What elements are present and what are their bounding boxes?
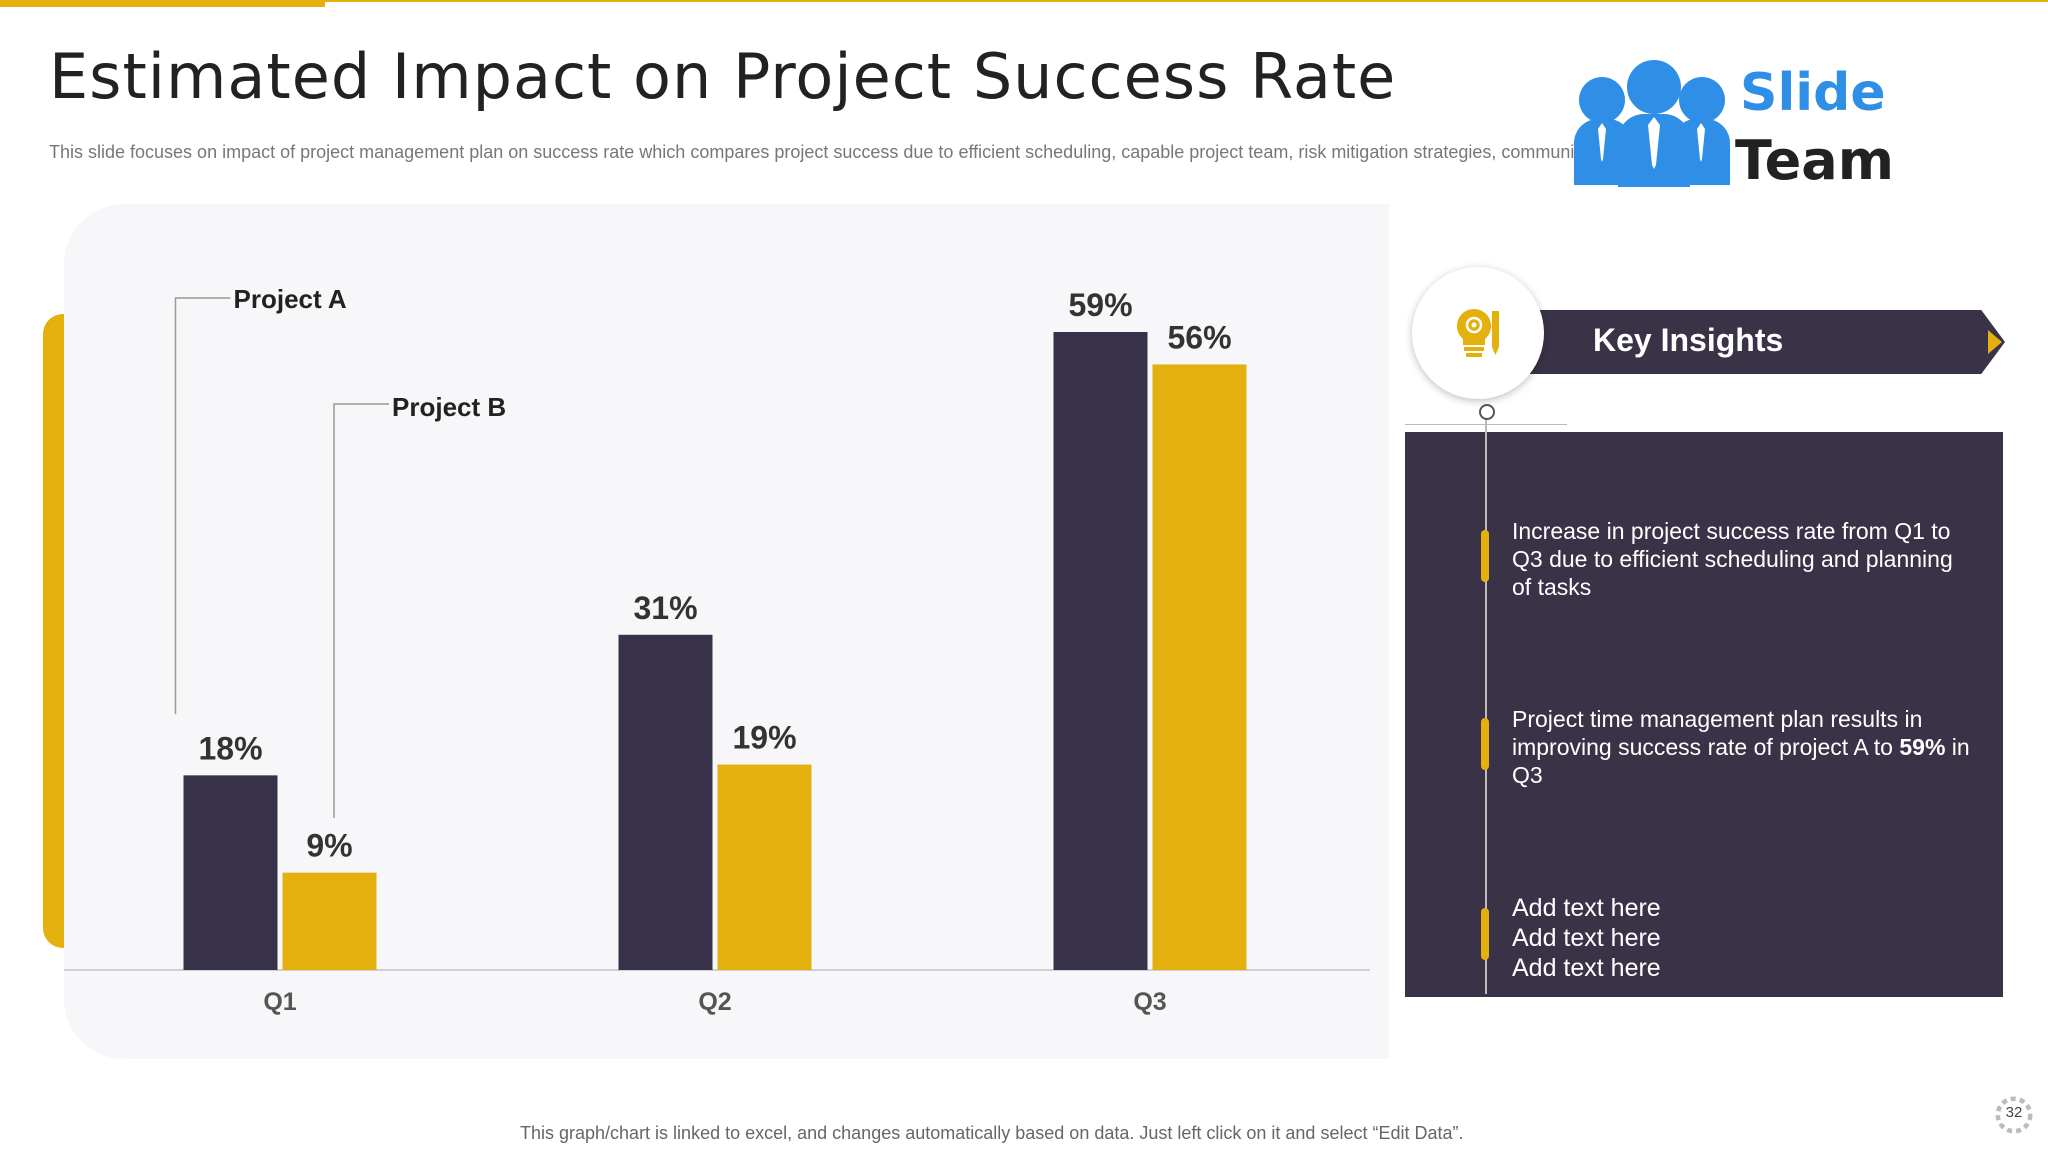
team-people-icon	[1574, 60, 1730, 187]
data-label: 9%	[306, 828, 352, 864]
logo-text-team: Team	[1735, 129, 1894, 192]
bar-project-a-q2[interactable]	[618, 634, 713, 970]
insights-timeline	[1485, 416, 1487, 994]
page-number: 32	[2005, 1104, 2023, 1121]
page-title: Estimated Impact on Project Success Rate	[49, 40, 1397, 113]
bar-project-a-q1[interactable]	[183, 775, 278, 970]
insight-placeholder-line: Add text here	[1512, 894, 1661, 922]
page-number-badge: 32	[1991, 1092, 2037, 1138]
data-label: 56%	[1167, 319, 1231, 355]
insights-header-banner	[1530, 310, 2005, 374]
x-tick-label: Q3	[1133, 988, 1166, 1016]
banner-arrow-icon	[1988, 330, 2002, 354]
insights-title: Key Insights	[1593, 322, 1784, 358]
legend-label-project-a: Project A	[234, 284, 347, 314]
bar-chart[interactable]: 18% 9% Q1 31% 19% Q2 59% 56% Q3 Project A Project …	[0, 0, 1400, 1100]
lightbulb-icon	[1456, 308, 1499, 357]
legend-label-project-b: Project B	[392, 392, 506, 422]
bar-project-a-q3[interactable]	[1053, 332, 1148, 970]
insight-marker-3	[1481, 908, 1489, 960]
legend-callout-line-b	[333, 403, 389, 818]
insight-item-1: Increase in project success rate from Q1…	[1512, 518, 1953, 600]
legend-callout-line-a	[174, 297, 231, 714]
insight-item-2: Project time management plan results in …	[1512, 706, 1970, 788]
insight-placeholder-line: Add text here	[1512, 924, 1661, 952]
gear-icon	[1995, 1096, 2033, 1134]
footer-note: This graph/chart is linked to excel, and…	[520, 1123, 1464, 1143]
logo-text-slide: Slide	[1740, 63, 1886, 123]
bar-project-b-q3[interactable]	[1152, 364, 1247, 970]
data-label: 19%	[732, 720, 796, 756]
data-label: 31%	[633, 590, 697, 626]
insight-marker-1	[1481, 530, 1489, 582]
insights-panel	[1405, 432, 2003, 997]
slideteam-logo: Slide Team	[1570, 55, 1894, 192]
timeline-connector-dot	[1479, 404, 1495, 420]
insight-item-3: Add text here Add text here Add text her…	[1512, 893, 1972, 983]
insight-placeholder-line: Add text here	[1512, 954, 1661, 982]
data-label: 59%	[1068, 287, 1132, 323]
data-label: 18%	[198, 730, 262, 766]
insight-marker-2	[1481, 718, 1489, 770]
bar-project-b-q1[interactable]	[282, 872, 377, 970]
bar-project-b-q2[interactable]	[717, 764, 812, 970]
top-accent-line	[315, 0, 2048, 2]
top-accent-bar	[0, 0, 325, 7]
x-tick-label: Q1	[263, 988, 296, 1016]
insight-icon-circle	[1412, 267, 1544, 399]
x-tick-label: Q2	[698, 988, 731, 1016]
page-subtitle: This slide focuses on impact of project …	[49, 142, 1730, 162]
